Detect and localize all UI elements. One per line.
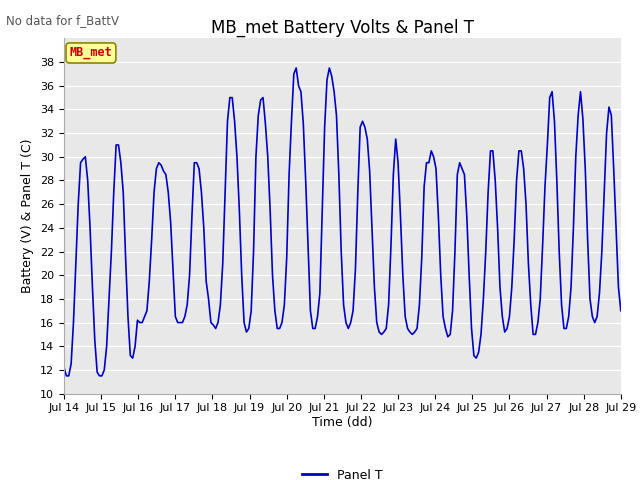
Y-axis label: Battery (V) & Panel T (C): Battery (V) & Panel T (C) — [22, 139, 35, 293]
Legend: Panel T: Panel T — [297, 464, 388, 480]
X-axis label: Time (dd): Time (dd) — [312, 416, 372, 429]
Title: MB_met Battery Volts & Panel T: MB_met Battery Volts & Panel T — [211, 19, 474, 37]
Text: MB_met: MB_met — [70, 47, 112, 60]
Text: No data for f_BattV: No data for f_BattV — [6, 14, 120, 27]
